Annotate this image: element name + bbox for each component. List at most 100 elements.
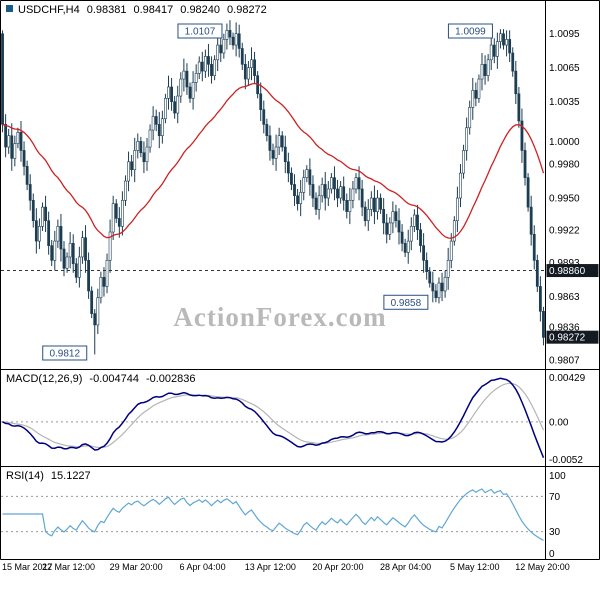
candle-body bbox=[326, 188, 330, 199]
candle-body bbox=[354, 177, 358, 190]
candle-body bbox=[268, 135, 272, 151]
price-annotation-text: 0.9858 bbox=[391, 298, 422, 309]
candle-body bbox=[333, 177, 336, 190]
candle-body bbox=[142, 152, 146, 163]
watermark: ActionForex.com bbox=[173, 302, 387, 332]
candle-body bbox=[520, 120, 524, 151]
macd-signal-line bbox=[2, 382, 545, 449]
price-annotation-box bbox=[177, 23, 223, 39]
price-axis-label: 1.0035 bbox=[549, 97, 580, 108]
price-axis-label: 0.9807 bbox=[549, 356, 580, 367]
candle-body bbox=[369, 197, 373, 210]
time-axis-label: 13 Apr 12:00 bbox=[244, 562, 296, 572]
candle-body bbox=[412, 214, 416, 227]
candle-body bbox=[351, 188, 355, 201]
candle-body bbox=[65, 256, 69, 269]
candle-body bbox=[203, 56, 207, 72]
candle-body bbox=[271, 150, 275, 159]
candle-body bbox=[320, 184, 324, 197]
candle-body bbox=[59, 226, 63, 250]
time-axis: 15 Mar 2017 22 Mar 12:00 29 Mar 20:00 6 Apr… bbox=[0, 562, 600, 576]
candle-body bbox=[532, 233, 536, 261]
candle-body bbox=[262, 109, 266, 125]
moving-average-line bbox=[2, 82, 545, 239]
candle-body bbox=[311, 184, 315, 199]
macd-header: MACD(12,26,9) -0.004744 -0.002836 bbox=[6, 373, 196, 385]
candle-body bbox=[431, 282, 435, 292]
candle-body bbox=[114, 203, 118, 219]
candle-body bbox=[102, 277, 106, 287]
price-axis-label: 0.9922 bbox=[549, 225, 580, 236]
candle-body bbox=[173, 101, 177, 114]
candle-body bbox=[188, 86, 192, 99]
candle-body bbox=[139, 141, 143, 154]
candle-body bbox=[197, 61, 201, 74]
candle-body bbox=[329, 177, 333, 190]
price-axis-label: 1.0065 bbox=[549, 63, 580, 74]
macd-main-line bbox=[2, 377, 545, 458]
candle-body bbox=[191, 82, 195, 99]
candle-body bbox=[99, 277, 103, 299]
price-annotation-box bbox=[42, 345, 88, 361]
candle-body bbox=[243, 64, 247, 80]
main-chart-header: USDCHF,H4 0.98381 0.98417 0.98240 0.98272 bbox=[6, 4, 267, 16]
candle-body bbox=[495, 41, 499, 57]
candle-body bbox=[274, 146, 278, 159]
candle-body bbox=[406, 240, 410, 253]
candle-body bbox=[293, 184, 296, 197]
symbol-icon bbox=[6, 5, 13, 12]
candle-body bbox=[422, 245, 425, 261]
time-axis-label: 12 May 20:00 bbox=[515, 562, 570, 572]
candle-body bbox=[373, 197, 376, 212]
candle-body bbox=[7, 135, 11, 148]
candle-body bbox=[164, 98, 167, 120]
macd-axis-label: 0.00 bbox=[549, 417, 569, 428]
macd-axis-label: -0.0052 bbox=[549, 455, 583, 466]
candle-body bbox=[277, 135, 281, 148]
price-annotation-text: 1.0107 bbox=[185, 27, 216, 38]
candle-body bbox=[22, 150, 26, 167]
candle-body bbox=[419, 229, 422, 246]
candle-body bbox=[74, 263, 78, 278]
candle-body bbox=[240, 48, 244, 65]
candle-body bbox=[502, 33, 505, 46]
price-axis-label: 0.9950 bbox=[549, 194, 580, 205]
candle-body bbox=[477, 78, 481, 99]
candle-body bbox=[207, 56, 210, 65]
rsi-header: RSI(14) 15.1227 bbox=[6, 470, 91, 482]
candle-body bbox=[111, 203, 115, 233]
candle-body bbox=[283, 146, 287, 163]
time-axis-label: 20 Apr 20:00 bbox=[312, 562, 364, 572]
candle-body bbox=[130, 161, 134, 171]
candle-body bbox=[437, 282, 441, 299]
candle-body bbox=[117, 218, 121, 227]
candle-body bbox=[342, 186, 346, 201]
candle-body bbox=[56, 226, 60, 242]
price-axis-label: 1.0000 bbox=[549, 137, 580, 148]
candle-body bbox=[145, 146, 149, 163]
candle-body bbox=[105, 260, 109, 287]
candle-body bbox=[339, 186, 343, 199]
time-axis-label: 29 Mar 20:00 bbox=[109, 562, 163, 572]
candle-body bbox=[443, 277, 447, 292]
candle-body bbox=[170, 86, 173, 103]
candle-body bbox=[81, 237, 84, 258]
candle-body bbox=[471, 90, 475, 108]
candle-body bbox=[237, 33, 241, 49]
candle-body bbox=[434, 290, 438, 299]
price-axis-label: 0.9980 bbox=[549, 160, 580, 171]
candle-body bbox=[108, 231, 112, 261]
candle-body bbox=[409, 226, 413, 242]
candle-body bbox=[376, 197, 379, 212]
candle-body bbox=[305, 169, 309, 178]
candle-body bbox=[428, 271, 432, 284]
candle-body bbox=[96, 297, 100, 326]
candle-body bbox=[219, 44, 223, 54]
candle-body bbox=[280, 135, 284, 148]
candle-body bbox=[25, 166, 29, 185]
price-annotation-text: 0.9812 bbox=[49, 349, 80, 360]
candle-body bbox=[391, 211, 395, 224]
candle-body bbox=[176, 95, 180, 114]
candle-body bbox=[127, 161, 130, 182]
